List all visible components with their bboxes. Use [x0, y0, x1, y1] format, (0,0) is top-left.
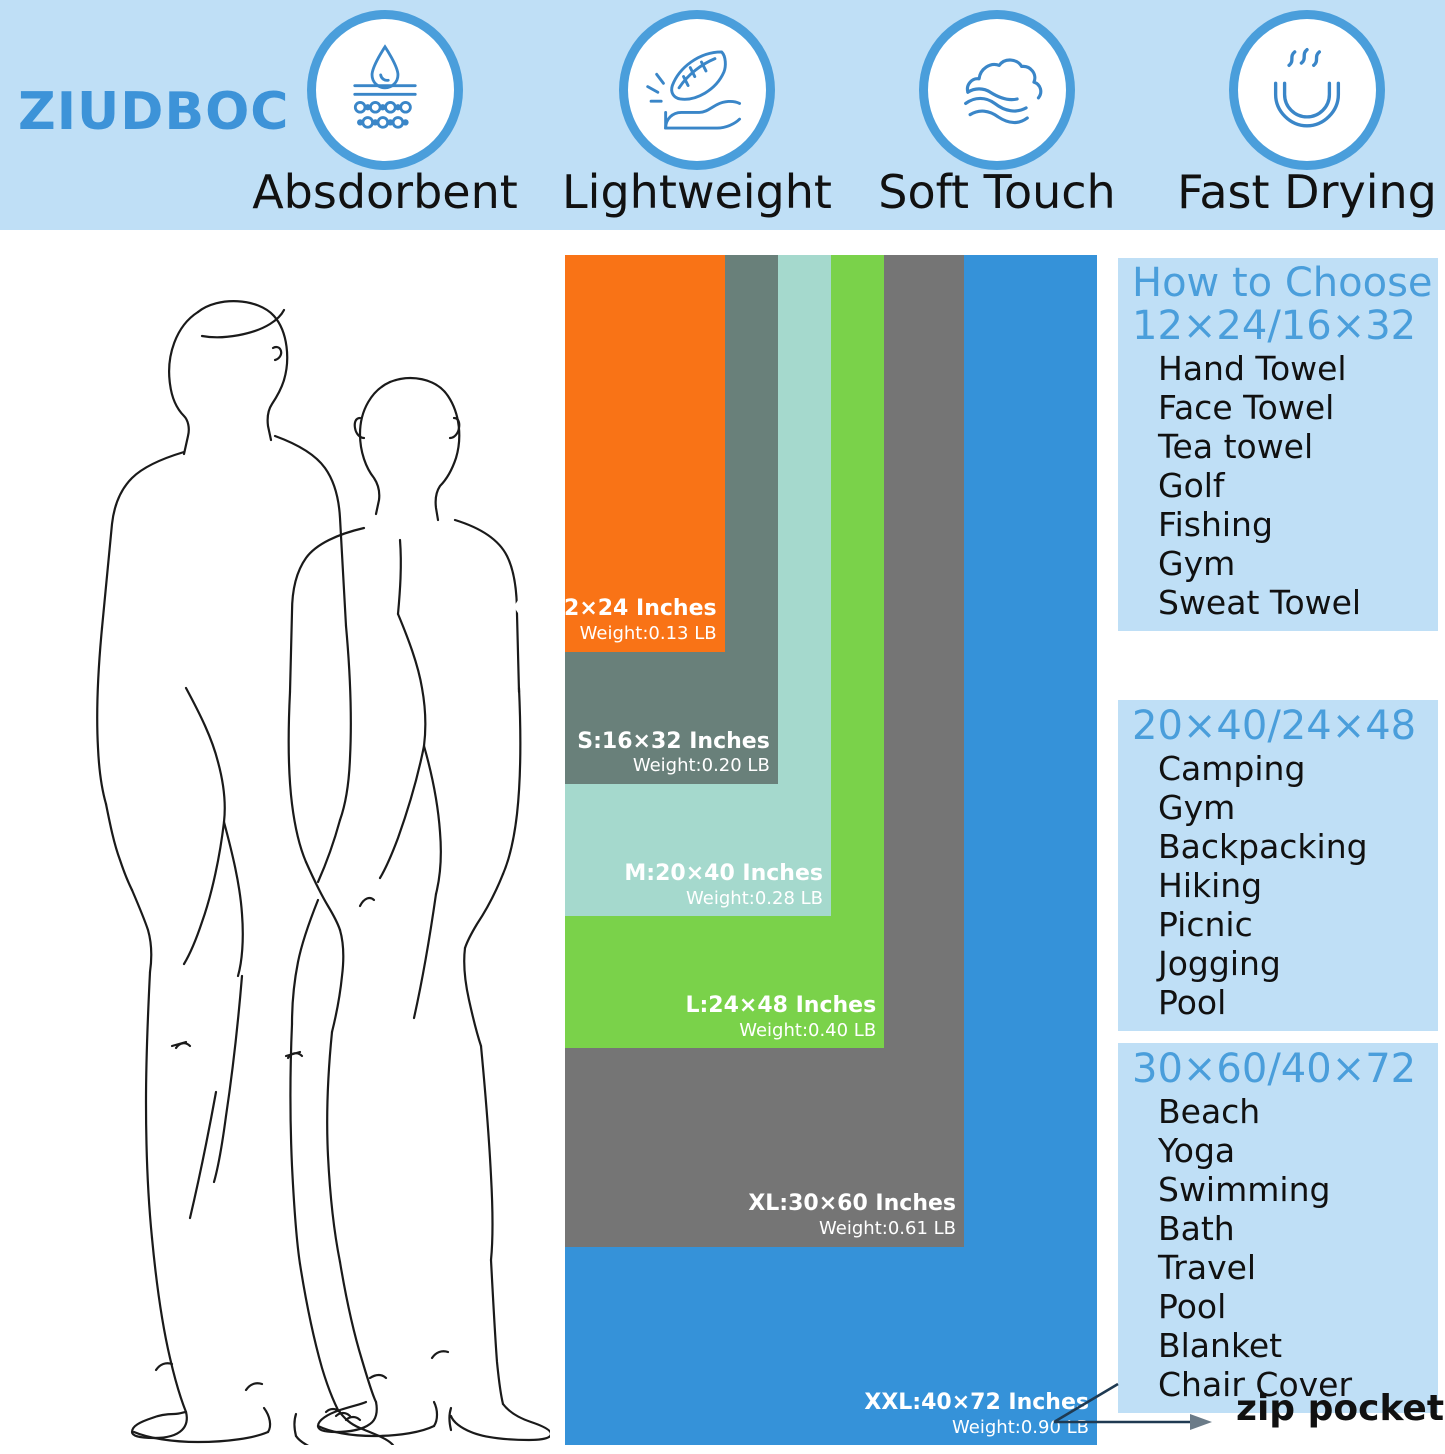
feature-label: Soft Touch: [878, 165, 1116, 219]
size-label: S:16×32 Inches: [577, 728, 770, 754]
use-case-item: Face Towel: [1158, 388, 1335, 428]
use-case-item: Hand Towel: [1158, 349, 1347, 389]
use-case-list: Beach Yoga Swimming Bath Travel Pool Blanket Ch…: [1118, 1092, 1438, 1405]
size-rect-xs: XS:12×24 Inches Weight:0.13 LB: [507, 255, 725, 652]
use-case-item: Backpacking: [1158, 826, 1368, 866]
use-case-item: Picnic: [1158, 904, 1253, 944]
choose-panel-small: How to Choose 12×24/16×32 Hand Towel Face…: [1118, 258, 1438, 631]
size-weight: Weight:0.61 LB: [819, 1218, 956, 1240]
use-case-item: Camping: [1158, 749, 1306, 788]
choose-panel-medium: 20×40/24×48 Camping Gym Backpacking Hiking P…: [1118, 700, 1438, 1031]
feature-soft-touch: Soft Touch: [878, 10, 1116, 230]
zip-leader-line: [1053, 1382, 1119, 1424]
female-figure: [287, 376, 553, 1442]
size-weight: Weight:0.28 LB: [686, 887, 823, 909]
size-label: M:20×40 Inches: [624, 860, 823, 886]
zip-arrow-head: [1190, 1414, 1212, 1430]
panel-size-range: 12×24/16×32: [1132, 303, 1417, 350]
use-case-item: Travel: [1158, 1247, 1257, 1287]
towel-size-chart: XXL:40×72 Inches Weight:0.90 LB XL:30×60 …: [507, 255, 1097, 1445]
male-figure: [96, 300, 396, 1454]
use-case-item: Bath: [1158, 1208, 1235, 1248]
size-label: XS:12×24 Inches: [507, 596, 717, 622]
use-case-item: Pool: [1158, 982, 1227, 1022]
human-figure-silhouettes: [30, 240, 553, 1454]
brand-logo: ZIUDBOC: [18, 82, 290, 142]
use-case-item: Golf: [1158, 466, 1225, 506]
use-case-item: Blanket: [1158, 1325, 1283, 1365]
use-case-item: Beach: [1158, 1092, 1261, 1131]
size-label: L:24×48 Inches: [685, 992, 877, 1018]
use-case-list: Hand Towel Face Towel Tea towel Golf Fishing…: [1118, 349, 1438, 623]
zip-pocket-label: zip pocket: [1236, 1388, 1445, 1429]
feature-label: Absdorbent: [252, 165, 518, 219]
size-label: XL:30×60 Inches: [748, 1191, 956, 1217]
header-band: ZIUDBOC Absdorbent: [0, 0, 1445, 230]
feature-fast-drying: Fast Drying: [1177, 10, 1437, 230]
use-case-item: Gym: [1158, 544, 1236, 584]
feature-label: Lightweight: [562, 165, 832, 219]
size-weight: Weight:0.20 LB: [632, 755, 770, 777]
use-case-item: Tea towel: [1158, 427, 1314, 467]
steam-drying-icon: [1229, 10, 1385, 170]
use-case-item: Swimming: [1158, 1169, 1331, 1209]
feature-absorbent: Absdorbent: [252, 10, 518, 230]
feather-on-hand-icon: [619, 10, 775, 170]
size-label: XXL:40×72 Inches: [864, 1389, 1089, 1415]
use-case-item: Jogging: [1158, 943, 1281, 983]
cloud-soft-icon: [919, 10, 1075, 170]
panel-size-range: 30×60/40×72: [1132, 1046, 1417, 1092]
size-weight: Weight:0.13 LB: [579, 623, 717, 645]
use-case-list: Camping Gym Backpacking Hiking Picnic Jogging…: [1118, 749, 1438, 1023]
water-drop-absorbent-icon: [307, 10, 463, 170]
feature-label: Fast Drying: [1177, 165, 1437, 219]
use-case-item: Chair Cover: [1158, 1364, 1353, 1404]
use-case-item: Sweat Towel: [1158, 583, 1362, 623]
size-weight: Weight:0.40 LB: [739, 1019, 877, 1041]
use-case-item: Yoga: [1158, 1130, 1236, 1170]
feature-lightweight: Lightweight: [562, 10, 832, 230]
use-case-item: Fishing: [1158, 505, 1273, 545]
use-case-item: Hiking: [1158, 865, 1263, 905]
panel-size-range: 20×40/24×48: [1132, 703, 1417, 749]
zip-pocket-annotation: zip pocket: [1040, 1370, 1445, 1449]
use-case-item: Pool: [1158, 1286, 1227, 1326]
how-to-choose-heading: How to Choose: [1132, 260, 1433, 306]
use-case-item: Gym: [1158, 787, 1236, 827]
choose-panel-large: 30×60/40×72 Beach Yoga Swimming Bath Travel P…: [1118, 1043, 1438, 1413]
